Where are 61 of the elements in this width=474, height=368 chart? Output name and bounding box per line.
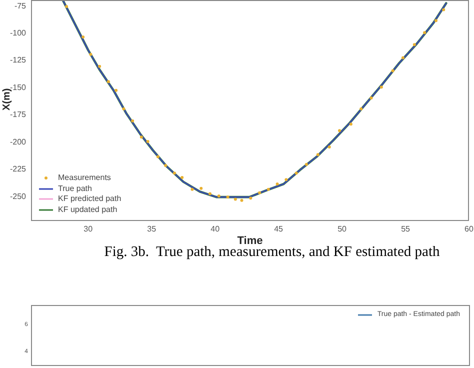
- point: [226, 196, 230, 199]
- point: [370, 96, 373, 100]
- point: [258, 191, 262, 194]
- point: [284, 178, 288, 182]
- y-tick-label: -125: [10, 56, 27, 65]
- legend-label: True path: [58, 184, 92, 194]
- point: [240, 198, 244, 202]
- point: [391, 69, 394, 72]
- point: [423, 31, 426, 34]
- x-tick-label: 35: [147, 224, 157, 234]
- point: [412, 43, 416, 46]
- point: [146, 140, 150, 144]
- point: [122, 107, 126, 110]
- point: [200, 186, 203, 190]
- point: [164, 164, 168, 167]
- point: [217, 194, 220, 198]
- point: [156, 155, 160, 158]
- point: [65, 5, 68, 8]
- point: [338, 129, 342, 132]
- x-tick-label: 40: [210, 224, 220, 234]
- point: [304, 162, 308, 166]
- x-tick-label: 45: [274, 224, 284, 234]
- x-axis-title: Time: [237, 235, 263, 247]
- point: [266, 188, 270, 191]
- point: [434, 19, 438, 22]
- point: [98, 64, 102, 68]
- point: [89, 52, 92, 56]
- point: [276, 182, 279, 186]
- legend-label: KF predicted path: [58, 194, 122, 204]
- point: [360, 107, 363, 110]
- x-tick-label: 60: [464, 224, 474, 234]
- point: [114, 88, 118, 92]
- point: [401, 56, 404, 60]
- point: [328, 145, 331, 148]
- point: [249, 196, 252, 200]
- x-tick-label: 30: [84, 224, 94, 234]
- y-tick-label: -250: [10, 192, 27, 201]
- point: [172, 172, 176, 175]
- point: [106, 80, 110, 84]
- point: [208, 192, 212, 196]
- y-tick-label: -175: [10, 110, 27, 120]
- x-tick-label: 55: [401, 224, 411, 234]
- point: [131, 119, 134, 122]
- point: [294, 172, 298, 175]
- y-tick-label: -225: [10, 164, 27, 174]
- point: [180, 176, 184, 179]
- x-tick-label: 50: [338, 224, 348, 234]
- point: [442, 8, 446, 12]
- point: [316, 153, 320, 156]
- y-tick-label: -75: [14, 1, 27, 10]
- y-tick-label: -200: [10, 137, 27, 146]
- point: [380, 86, 383, 89]
- legend-label: KF updated path: [58, 204, 118, 215]
- point: [82, 36, 85, 39]
- point: [234, 198, 237, 201]
- point: [140, 136, 143, 139]
- point: [349, 122, 352, 126]
- point: [190, 188, 194, 191]
- y-tick-label: -100: [10, 28, 27, 38]
- caption: Fig. 3b. True path, measurements, and KF estimated path: [103, 244, 441, 261]
- legend-label: Measurements: [58, 173, 111, 184]
